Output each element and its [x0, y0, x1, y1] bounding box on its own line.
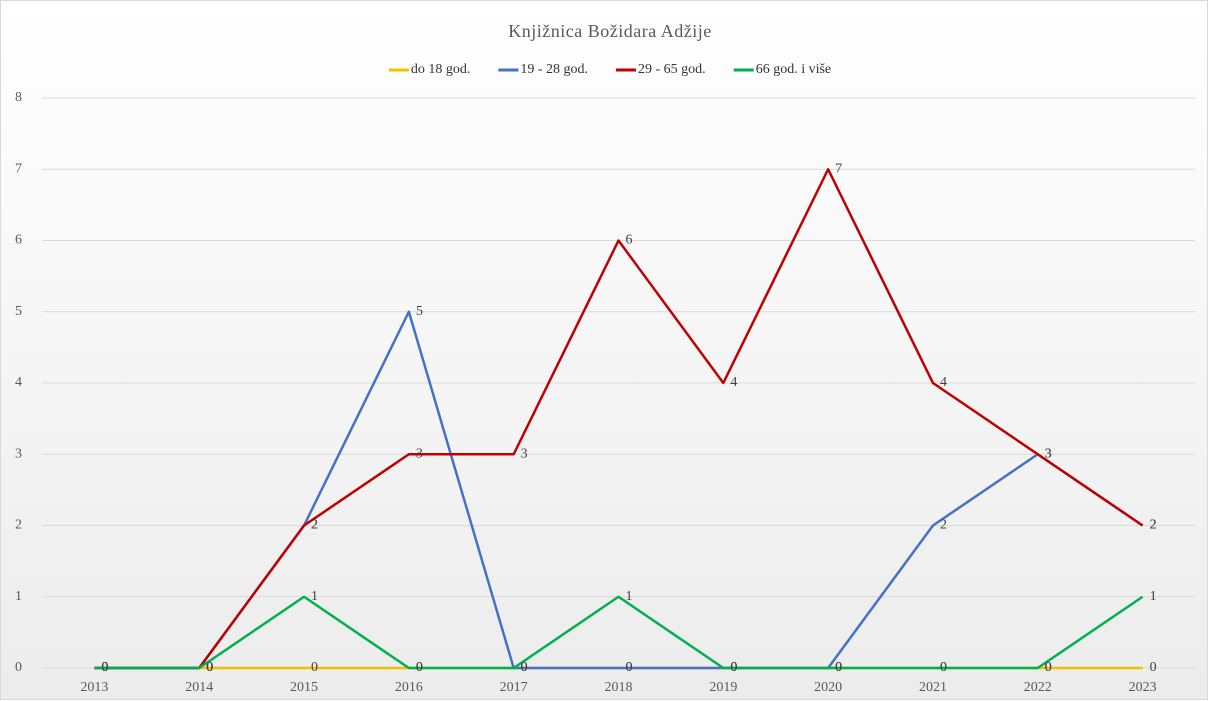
y-tick-label: 4 — [15, 375, 22, 390]
y-tick-label: 3 — [15, 446, 22, 461]
series-line — [94, 168, 1144, 670]
data-label: 0 — [416, 660, 423, 675]
data-label: 4 — [940, 375, 947, 390]
y-tick-label: 1 — [15, 589, 22, 604]
data-label: 3 — [1045, 446, 1052, 461]
data-label: 3 — [1045, 446, 1052, 461]
data-label: 1 — [1150, 589, 1157, 604]
data-label: 0 — [521, 660, 528, 675]
data-label: 0 — [101, 660, 108, 675]
data-label: 0 — [206, 660, 213, 675]
x-tick-label: 2016 — [395, 680, 423, 695]
data-label: 3 — [416, 446, 423, 461]
data-label: 1 — [626, 589, 633, 604]
data-label: 2 — [1150, 518, 1157, 533]
x-tick-label: 2015 — [290, 680, 318, 695]
data-label: 0 — [1150, 660, 1157, 675]
data-label: 4 — [730, 375, 737, 390]
data-label: 2 — [1150, 518, 1157, 533]
data-label: 0 — [521, 660, 528, 675]
x-tick-label: 2017 — [500, 680, 528, 695]
data-label: 3 — [521, 446, 528, 461]
x-tick-label: 2020 — [814, 680, 842, 695]
data-label: 5 — [416, 304, 423, 319]
y-tick-label: 8 — [15, 90, 22, 105]
series-line — [94, 595, 1144, 670]
data-label: 0 — [940, 660, 947, 675]
data-label: 2 — [311, 518, 318, 533]
x-tick-label: 2022 — [1024, 680, 1052, 695]
data-label: 0 — [1045, 660, 1052, 675]
y-tick-label: 2 — [15, 518, 22, 533]
legend-label: 66 god. i više — [756, 62, 831, 77]
data-label: 2 — [311, 518, 318, 533]
data-label: 2 — [940, 518, 947, 533]
data-label: 6 — [626, 233, 633, 248]
x-tick-label: 2019 — [709, 680, 737, 695]
data-label: 0 — [206, 660, 213, 675]
data-label: 0 — [1045, 660, 1052, 675]
y-tick-label: 0 — [15, 660, 22, 675]
legend-label: 19 - 28 god. — [520, 62, 588, 77]
data-label: 1 — [311, 589, 318, 604]
x-tick-label: 2023 — [1129, 680, 1157, 695]
data-label: 0 — [626, 660, 633, 675]
y-tick-label: 6 — [15, 233, 22, 248]
x-tick-label: 2013 — [80, 680, 108, 695]
x-tick-label: 2018 — [605, 680, 633, 695]
data-label: 0 — [206, 660, 213, 675]
y-tick-label: 7 — [15, 161, 22, 176]
y-tick-label: 5 — [15, 304, 22, 319]
chart-title: Knjižnica Božidara Adžije — [508, 21, 711, 41]
x-tick-label: 2014 — [185, 680, 213, 695]
data-label: 0 — [835, 660, 842, 675]
data-label: 7 — [835, 161, 842, 176]
data-label: 0 — [730, 660, 737, 675]
data-label: 0 — [311, 660, 318, 675]
data-label: 0 — [206, 660, 213, 675]
x-tick-label: 2021 — [919, 680, 947, 695]
legend-label: do 18 god. — [411, 62, 471, 77]
legend-label: 29 - 65 god. — [638, 62, 706, 77]
